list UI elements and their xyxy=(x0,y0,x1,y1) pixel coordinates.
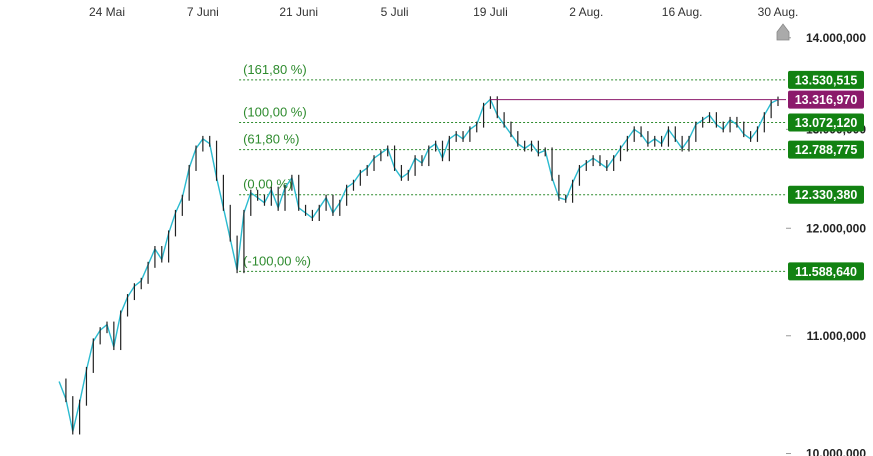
fibonacci-level-label: (100,00 %) xyxy=(243,105,307,120)
fibonacci-value-badge-bg xyxy=(788,113,864,132)
fibonacci-level-label: (161,80 %) xyxy=(243,62,307,77)
fibonacci-retracement[interactable]: (161,80 %) (100,00 %) (61,80 %) (0,00 %) (-1… xyxy=(239,62,786,272)
y-tick-label: 14.000,000 xyxy=(806,31,866,45)
house-arrow-icon xyxy=(776,23,790,41)
price-series xyxy=(58,96,779,435)
marker-layer xyxy=(776,23,790,41)
fibonacci-value-badge-bg xyxy=(788,140,864,159)
x-tick-label: 5 Juli xyxy=(381,5,409,19)
y-tick-label: 10.000,000 xyxy=(806,447,866,456)
fibonacci-value-badge-bg xyxy=(788,185,864,204)
fibonacci-level-label: (0,00 %) xyxy=(243,177,292,192)
x-axis: 24 Mai 7 Juni 21 Juni 5 Juli 19 Juli 2 Aug. 16… xyxy=(89,5,798,19)
resistance-value-badge: 13.316,970 xyxy=(795,93,858,107)
fibonacci-value-badge: 13.530,515 xyxy=(795,73,858,87)
x-tick-label: 7 Juni xyxy=(187,5,219,19)
x-tick-label: 21 Juni xyxy=(279,5,318,19)
fibonacci-value-badge: 11.588,640 xyxy=(795,265,857,279)
fibonacci-value-badge-bg xyxy=(788,70,864,89)
y-tick-label: 11.000,000 xyxy=(807,329,867,343)
x-tick-label: 19 Juli xyxy=(473,5,508,19)
fibonacci-level-label: (61,80 %) xyxy=(243,132,299,147)
fibonacci-level-label: (-100,00 %) xyxy=(243,253,311,268)
price-badges: 13.530,515 13.072,120 12.788,775 12.330,380… xyxy=(788,70,864,281)
x-tick-label: 24 Mai xyxy=(89,5,125,19)
fibonacci-value-badge: 12.788,775 xyxy=(795,143,858,157)
y-tick-label: 12.000,000 xyxy=(806,221,866,235)
fibonacci-value-badge-bg xyxy=(788,262,864,281)
resistance-value-badge-bg xyxy=(788,90,864,109)
x-tick-label: 16 Aug. xyxy=(662,5,703,19)
fibonacci-value-badge: 13.072,120 xyxy=(795,116,858,130)
price-line xyxy=(58,98,779,432)
x-tick-label: 2 Aug. xyxy=(569,5,603,19)
x-tick-label: 30 Aug. xyxy=(758,5,799,19)
fibonacci-value-badge: 12.330,380 xyxy=(795,188,858,202)
